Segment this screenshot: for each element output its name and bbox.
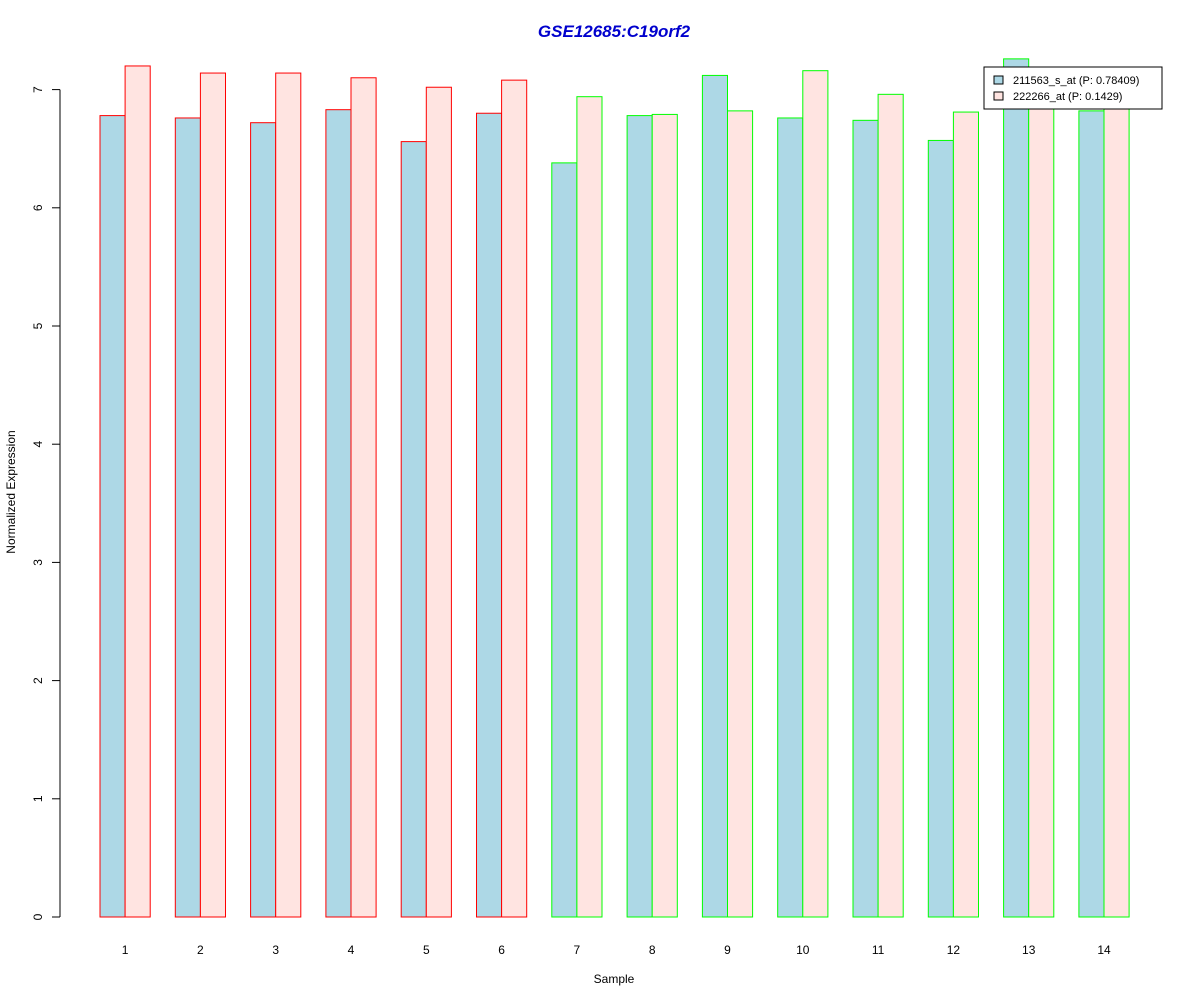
- y-tick-label: 5: [31, 322, 45, 329]
- bar-series1-sample-7: [551, 162, 578, 918]
- legend-box: [983, 66, 1163, 110]
- bar-series1-sample-11: [852, 119, 879, 918]
- bar-series1-sample-3: [250, 122, 277, 918]
- x-axis-label: Sample: [594, 972, 635, 986]
- bar-series1-sample-1: [99, 115, 126, 918]
- bar-series2-sample-5: [425, 86, 452, 918]
- x-tick-label: 8: [649, 943, 656, 957]
- bar-series2-sample-11: [877, 93, 904, 918]
- bar-series1-sample-14: [1078, 110, 1105, 918]
- bar-series2-sample-3: [275, 72, 302, 918]
- bar-series2-sample-14: [1103, 96, 1130, 918]
- y-tick-label: 1: [31, 795, 45, 802]
- x-tick-label: 4: [348, 943, 355, 957]
- legend-swatch: [993, 91, 1004, 101]
- bar-series2-sample-1: [124, 65, 151, 918]
- bar-series1-sample-4: [325, 109, 352, 918]
- bar-series2-sample-6: [501, 79, 528, 918]
- y-axis: 0 1 2 3 4 5 6 7: [31, 86, 61, 920]
- bar-series2-sample-12: [952, 111, 980, 918]
- bar-series2-sample-4: [350, 77, 377, 918]
- bar-series1-sample-8: [626, 115, 653, 918]
- y-tick-label: 6: [31, 204, 45, 211]
- chart-title: GSE12685:C19orf2: [538, 22, 691, 41]
- bar-series1-sample-9: [701, 74, 729, 918]
- legend: 211563_s_at (P: 0.78409) 222266_at (P: 0.…: [983, 66, 1163, 110]
- y-tick-label: 2: [31, 677, 45, 684]
- y-tick-label: 0: [31, 913, 45, 920]
- bars-layer: [99, 58, 1130, 918]
- bar-series2-sample-10: [802, 70, 829, 918]
- bar-series1-sample-10: [777, 117, 804, 918]
- x-tick-label: 1: [122, 943, 129, 957]
- bar-series2-sample-8: [651, 113, 678, 918]
- bar-series1-sample-12: [927, 139, 954, 918]
- bar-series1-sample-5: [400, 141, 427, 918]
- bar-series1-sample-2: [174, 117, 201, 918]
- y-tick-label: 4: [31, 441, 45, 448]
- bar-series1-sample-13: [1003, 58, 1030, 918]
- x-tick-label: 3: [272, 943, 279, 957]
- y-tick-label: 3: [31, 559, 45, 566]
- bar-series1-sample-6: [476, 112, 503, 918]
- x-tick-label: 6: [498, 943, 505, 957]
- x-tick-label: 13: [1022, 943, 1036, 957]
- x-tick-label: 2: [197, 943, 204, 957]
- bar-series2-sample-7: [576, 96, 603, 918]
- x-tick-label: 7: [574, 943, 581, 957]
- x-tick-label: 11: [872, 943, 885, 957]
- x-tick-label: 14: [1097, 943, 1111, 957]
- y-axis-label: Normalized Expression: [4, 430, 18, 553]
- x-axis: 1 2 3 4 5 6 7 8 9 10 11 12 13 14: [122, 943, 1111, 957]
- bar-series2-sample-2: [199, 72, 226, 918]
- legend-label: 222266_at (P: 0.1429): [1013, 91, 1122, 103]
- x-tick-label: 12: [947, 943, 961, 957]
- y-tick-label: 7: [31, 86, 45, 93]
- x-tick-label: 9: [724, 943, 731, 957]
- x-tick-label: 5: [423, 943, 430, 957]
- x-tick-label: 10: [796, 943, 810, 957]
- bar-series2-sample-13: [1028, 96, 1055, 918]
- legend-label: 211563_s_at (P: 0.78409): [1013, 75, 1139, 87]
- legend-swatch: [993, 75, 1004, 85]
- bar-series2-sample-9: [727, 110, 754, 918]
